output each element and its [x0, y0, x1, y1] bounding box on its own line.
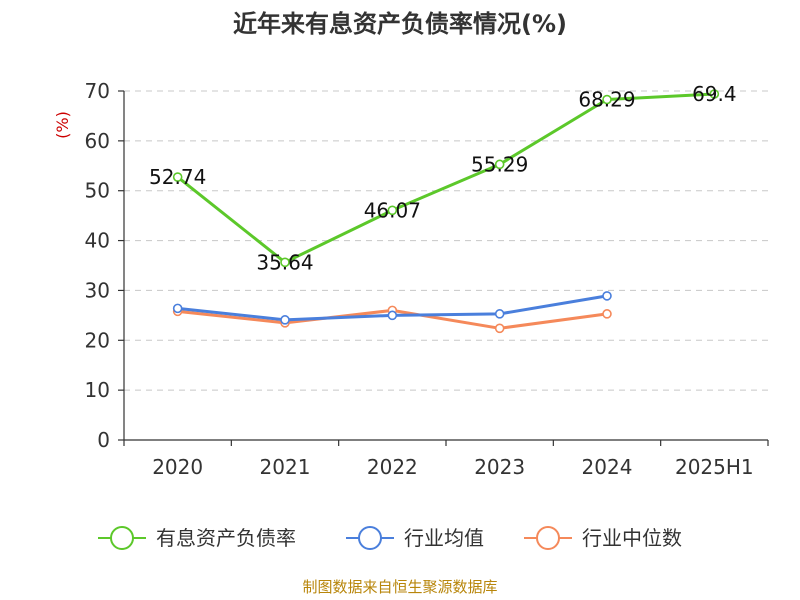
legend-label: 有息资产负债率	[156, 526, 296, 550]
series-line-0	[176, 92, 715, 264]
data-label: 52.74	[149, 165, 206, 189]
legend-marker-1	[358, 526, 382, 550]
x-tick-label: 2022	[367, 455, 418, 479]
data-label: 55.29	[471, 152, 528, 176]
data-point-0	[172, 172, 183, 182]
data-point-2	[602, 309, 612, 319]
axes	[118, 90, 769, 446]
y-tick-label: 30	[85, 278, 110, 302]
data-point-0	[494, 159, 505, 170]
data-point-1	[172, 303, 183, 314]
data-label: 69.4	[692, 82, 737, 106]
data-point-1	[387, 310, 398, 321]
y-axis-unit-label: (%)	[53, 111, 72, 139]
y-tick-label: 0	[97, 428, 110, 452]
series-lines	[172, 89, 720, 334]
legend-label: 行业均值	[404, 526, 484, 550]
data-point-0	[602, 94, 612, 105]
y-tick-label: 50	[85, 179, 110, 203]
tick-labels: 0 10 20 30 40 50 60 70 2020 2021 2022 2023 2024 2025H…	[85, 79, 754, 479]
data-label: 68.29	[578, 88, 635, 112]
legend-label: 行业中位数	[582, 526, 682, 550]
legend: 有息资产负债率 行业均值 行业中位数	[98, 526, 682, 550]
data-point-0	[387, 205, 398, 216]
x-tick-label: 2020	[152, 455, 203, 479]
data-point-0	[280, 257, 290, 268]
y-tick-label: 10	[85, 378, 110, 402]
x-tick-label: 2023	[474, 455, 525, 479]
x-tick-label: 2021	[260, 455, 311, 479]
x-tick-label: 2024	[582, 455, 633, 479]
data-label: 35.64	[256, 250, 313, 274]
data-label: 46.07	[364, 198, 421, 222]
legend-marker-2	[536, 526, 560, 550]
data-point-2	[494, 323, 505, 334]
y-tick-label: 60	[85, 129, 110, 153]
y-tick-label: 20	[85, 328, 110, 352]
source-footer: 制图数据来自恒生聚源数据库	[302, 578, 497, 596]
y-tick-label: 40	[85, 229, 110, 253]
chart-title: 近年来有息资产负债率情况(%)	[233, 10, 567, 38]
data-point-1	[280, 315, 290, 325]
y-tick-label: 70	[85, 79, 110, 103]
legend-marker-0	[110, 526, 134, 550]
data-labels: 52.74 35.64 46.07 55.29 68.29 69.4	[149, 82, 737, 274]
data-point-1	[602, 291, 612, 301]
data-point-0	[709, 89, 720, 99]
grid-lines	[124, 90, 768, 391]
x-tick-label: 2025H1	[675, 455, 754, 479]
data-point-1	[494, 309, 505, 319]
